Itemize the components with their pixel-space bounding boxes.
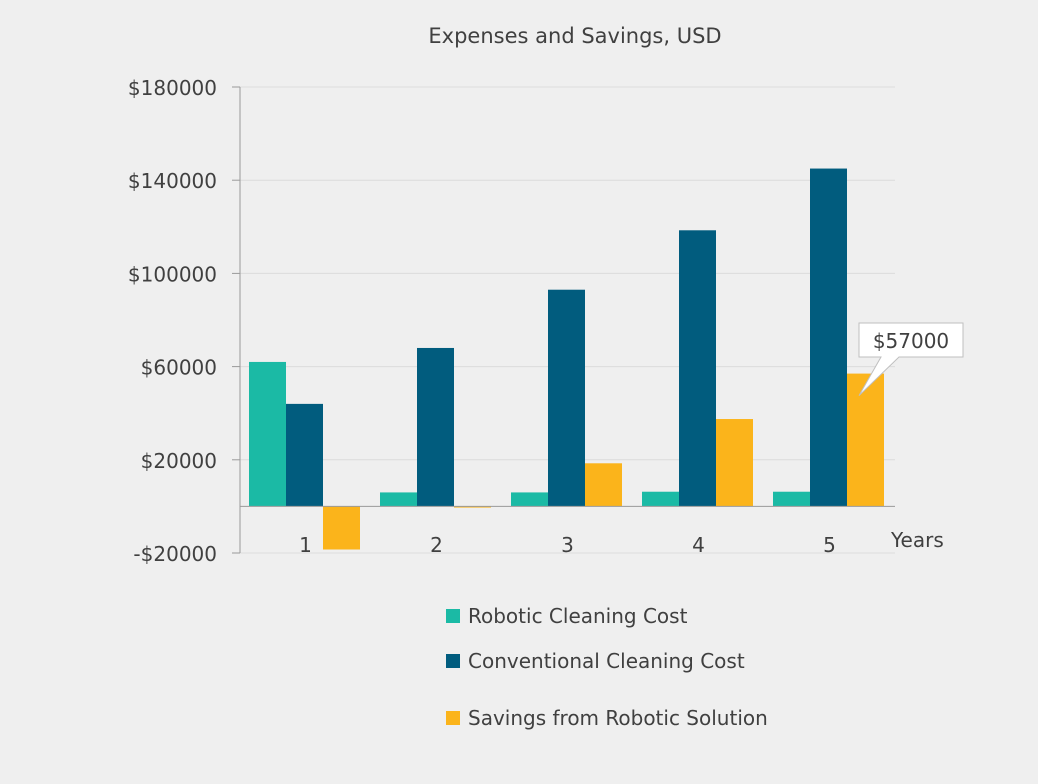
bar: [323, 506, 360, 550]
bar: [810, 168, 847, 507]
y-tick-label: $60000: [141, 356, 217, 380]
chart-title: Expenses and Savings, USD: [428, 24, 721, 48]
bar: [454, 506, 491, 508]
x-tick-label: 1: [299, 533, 312, 557]
legend-swatch: [446, 710, 460, 725]
bar: [716, 419, 753, 507]
legend-swatch: [446, 609, 460, 623]
data-label: $57000: [873, 329, 949, 353]
y-tick-label: $140000: [128, 169, 217, 193]
bar: [585, 463, 622, 507]
x-axis-title: Years: [890, 528, 944, 552]
y-tick-label: $100000: [128, 262, 217, 286]
bar: [249, 361, 286, 507]
legend-item: Conventional Cleaning Cost: [446, 632, 768, 689]
y-tick-label: $180000: [128, 76, 217, 100]
bar: [679, 230, 716, 507]
bar: [380, 492, 417, 507]
legend-label: Conventional Cleaning Cost: [468, 648, 745, 673]
x-tick-label: 4: [692, 533, 705, 557]
y-tick-label: $20000: [141, 449, 217, 473]
bar: [642, 491, 679, 507]
legend: Robotic Cleaning Cost Conventional Cleani…: [446, 600, 768, 746]
bar: [286, 403, 323, 507]
bar: [847, 373, 884, 507]
legend-item: Robotic Cleaning Cost: [446, 600, 768, 632]
y-tick-label: -$20000: [133, 542, 217, 566]
bar: [417, 347, 454, 507]
x-tick-label: 3: [561, 533, 574, 557]
bar: [773, 491, 810, 507]
x-tick-label: 2: [430, 533, 443, 557]
x-tick-label: 5: [823, 533, 836, 557]
legend-swatch: [446, 653, 460, 668]
legend-label: Savings from Robotic Solution: [468, 705, 768, 730]
legend-label: Robotic Cleaning Cost: [468, 604, 688, 628]
bar: [511, 492, 548, 507]
legend-item: Savings from Robotic Solution: [446, 689, 768, 746]
bar: [548, 289, 585, 507]
callout-box: [858, 322, 964, 396]
